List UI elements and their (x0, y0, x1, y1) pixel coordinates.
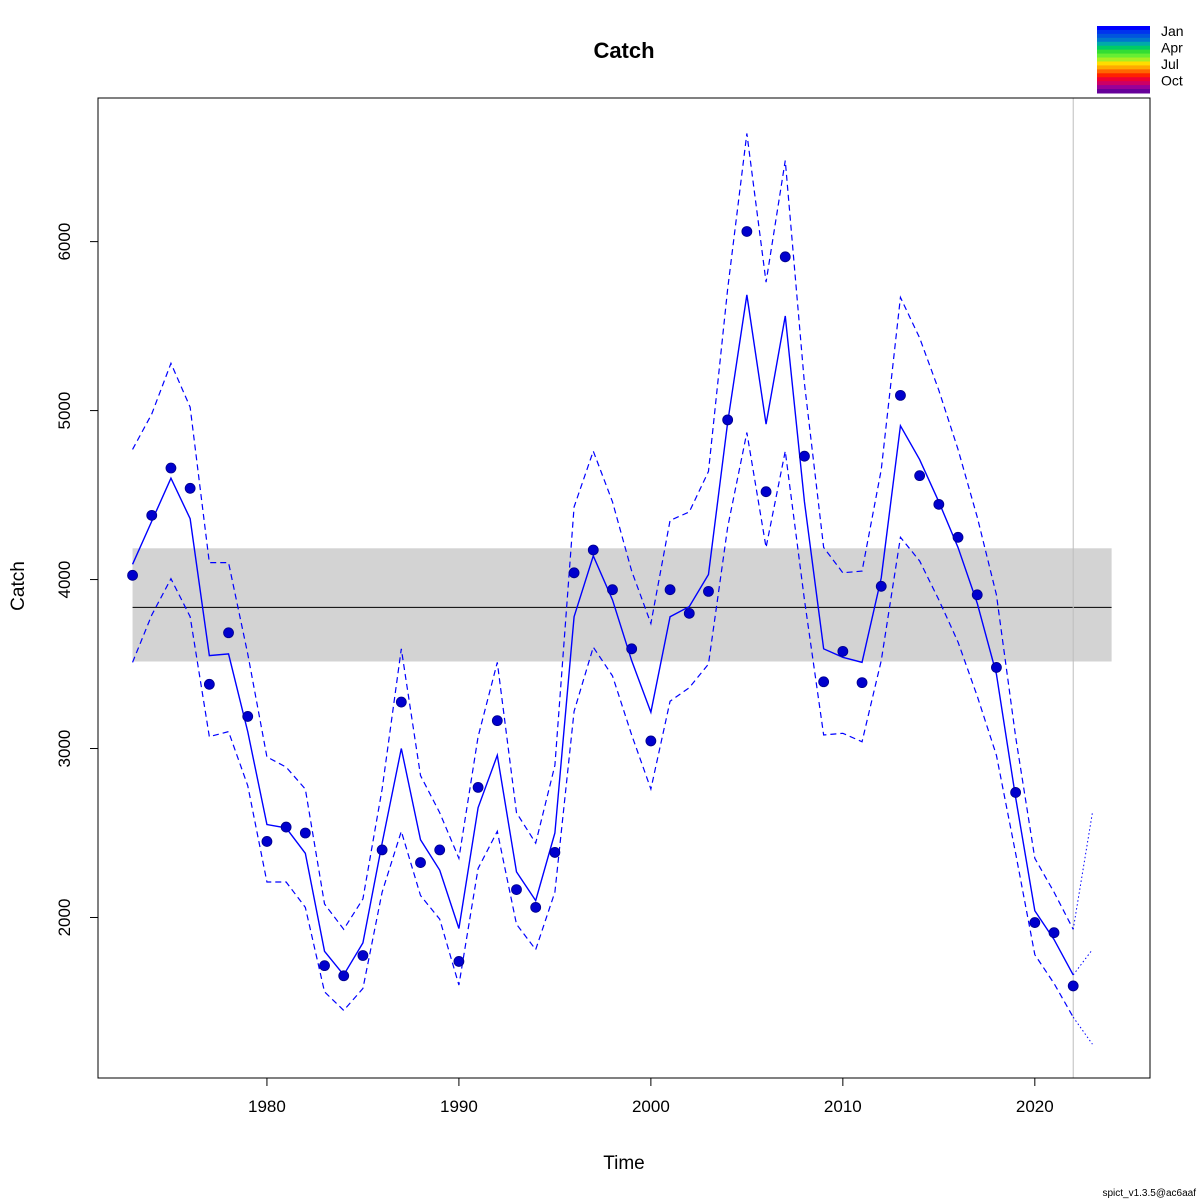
observed-point (760, 486, 772, 498)
observed-point (856, 677, 868, 689)
axes-layer: 1980 1990 2000 2010 2020 2000 3000 4000 5000 6000 (55, 223, 1054, 1116)
legend-label-oct: Oct (1161, 73, 1183, 89)
observed-point (991, 662, 1002, 673)
observed-point (223, 627, 234, 639)
observed-point (664, 584, 676, 596)
observed-point (933, 498, 945, 510)
observed-point (491, 715, 503, 727)
predicted-catch-line (131, 294, 1074, 977)
chart-title: Catch (593, 38, 654, 63)
legend-swatch (1097, 41, 1150, 47)
observed-point (568, 567, 580, 579)
observed-point (184, 482, 196, 494)
legend-swatch (1097, 33, 1150, 39)
observed-point (818, 676, 830, 688)
legend-swatch (1097, 69, 1150, 74)
observed-point (280, 821, 292, 833)
observed-point (1029, 917, 1041, 928)
y-tick-label: 5000 (55, 392, 74, 430)
observed-point (395, 696, 407, 708)
observed-point (645, 735, 657, 747)
y-tick-label: 2000 (55, 899, 74, 937)
y-tick-label: 3000 (55, 730, 74, 768)
legend-swatch (1097, 49, 1150, 55)
legend-swatch (1097, 37, 1150, 43)
observed-point (453, 956, 465, 967)
forecast-upper-line (1072, 812, 1093, 930)
lower-ci-line (131, 432, 1074, 1018)
observed-point (299, 827, 311, 839)
y-axis-label: Catch (8, 561, 29, 611)
observed-point (1010, 787, 1022, 798)
observed-point (242, 711, 254, 722)
legend-swatch (1097, 57, 1150, 62)
observed-point (971, 589, 983, 601)
y-tick-label: 6000 (55, 223, 74, 261)
observed-point (1067, 980, 1079, 992)
observed-points-layer (127, 226, 1079, 992)
observed-point (146, 509, 158, 521)
version-footer: spict_v1.3.5@ac6aaf (1102, 1188, 1196, 1199)
legend-swatch (1097, 26, 1150, 31)
x-axis-label: Time (603, 1153, 645, 1174)
observed-point (376, 844, 388, 856)
observed-point (203, 678, 215, 690)
observed-point (837, 645, 849, 657)
observed-point (338, 970, 350, 982)
observed-point (914, 470, 926, 482)
legend-swatch (1097, 77, 1150, 82)
plot-frame (97, 97, 1151, 1079)
legend-label-jan: Jan (1161, 23, 1184, 39)
x-tick-label: 2000 (632, 1097, 670, 1116)
observed-point (895, 389, 906, 401)
y-tick-label: 4000 (55, 561, 74, 599)
observed-point (549, 847, 561, 858)
legend-swatch (1097, 89, 1150, 94)
observed-point (626, 643, 638, 655)
observed-point (587, 544, 599, 556)
legend-swatch (1097, 29, 1150, 35)
observed-point (511, 884, 522, 896)
observed-point (952, 531, 964, 543)
observed-point (1048, 927, 1060, 939)
observed-point (261, 836, 273, 847)
observed-point (607, 584, 618, 596)
legend-swatch (1097, 61, 1150, 66)
series-layer (131, 133, 1093, 1045)
legend-label-apr: Apr (1161, 40, 1183, 56)
upper-ci-line (132, 133, 1074, 931)
observed-point (530, 901, 542, 913)
legend-swatch (1097, 45, 1150, 51)
observed-point (127, 569, 138, 581)
observed-point (741, 226, 753, 237)
legend-swatch (1097, 81, 1150, 86)
observed-point (875, 580, 887, 592)
confidence-band-layer (132, 98, 1112, 1078)
observed-point (779, 251, 791, 263)
observed-point (472, 781, 484, 793)
legend-swatch (1097, 53, 1150, 59)
forecast-line (1072, 949, 1093, 976)
observed-point (357, 950, 369, 961)
forecast-lower-line (1072, 1016, 1093, 1045)
observed-point (165, 462, 177, 474)
observed-point (415, 857, 426, 868)
observed-point (319, 960, 330, 972)
x-tick-label: 2020 (1016, 1097, 1054, 1116)
observed-point (434, 844, 446, 856)
observed-point (683, 607, 695, 619)
x-tick-label: 1980 (248, 1097, 286, 1116)
observed-point (799, 450, 810, 462)
observed-point (722, 414, 734, 426)
x-tick-label: 1990 (440, 1097, 478, 1116)
x-tick-label: 2010 (824, 1097, 862, 1116)
legend-swatch (1097, 85, 1150, 90)
mean-ci-band (132, 548, 1112, 662)
legend-swatch (1097, 65, 1150, 70)
observed-point (703, 585, 714, 597)
legend-label-jul: Jul (1161, 56, 1179, 72)
legend-swatch (1097, 73, 1150, 78)
